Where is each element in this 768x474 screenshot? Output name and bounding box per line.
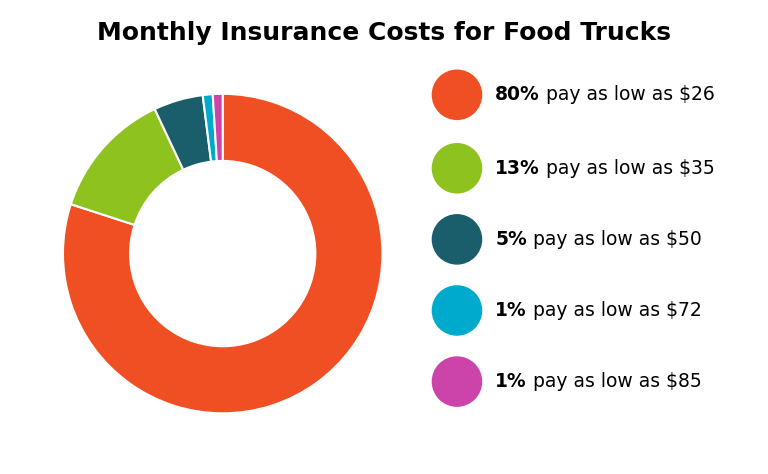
Wedge shape <box>63 94 382 413</box>
Text: 5%: 5% <box>495 230 527 249</box>
Text: 1%: 1% <box>495 372 527 391</box>
Text: pay as low as $72: pay as low as $72 <box>527 301 702 320</box>
Wedge shape <box>203 94 217 162</box>
Text: pay as low as $26: pay as low as $26 <box>540 85 715 104</box>
Text: 80%: 80% <box>495 85 540 104</box>
Text: pay as low as $85: pay as low as $85 <box>527 372 702 391</box>
Text: pay as low as $50: pay as low as $50 <box>527 230 702 249</box>
Text: 13%: 13% <box>495 159 540 178</box>
Wedge shape <box>213 94 223 161</box>
Wedge shape <box>154 95 211 170</box>
Text: pay as low as $35: pay as low as $35 <box>540 159 715 178</box>
Text: 1%: 1% <box>495 301 527 320</box>
Wedge shape <box>71 109 184 225</box>
Text: Monthly Insurance Costs for Food Trucks: Monthly Insurance Costs for Food Trucks <box>97 21 671 46</box>
